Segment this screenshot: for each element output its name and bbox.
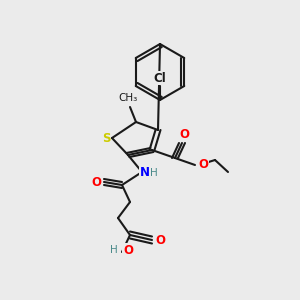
- Text: Cl: Cl: [154, 71, 166, 85]
- Text: CH₃: CH₃: [118, 93, 138, 103]
- Text: S: S: [102, 131, 110, 145]
- Text: N: N: [140, 167, 150, 179]
- Text: O: O: [198, 158, 208, 172]
- Text: O: O: [179, 128, 189, 142]
- Text: O: O: [155, 233, 165, 247]
- Text: O: O: [91, 176, 101, 188]
- Text: H: H: [110, 245, 118, 255]
- Text: O: O: [123, 244, 133, 256]
- Text: H: H: [150, 168, 158, 178]
